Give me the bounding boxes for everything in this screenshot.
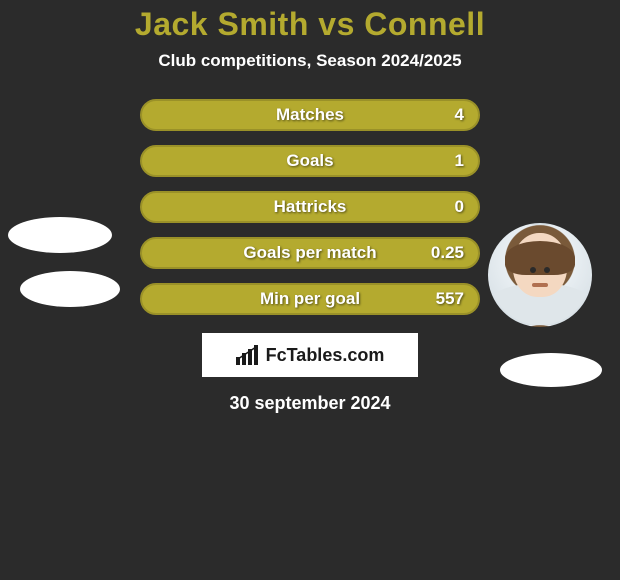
brand-box[interactable]: FcTables.com bbox=[202, 333, 418, 377]
stat-label: Matches bbox=[276, 105, 344, 125]
stats-area: Matches 4 Goals 1 Hattricks 0 Goals per … bbox=[0, 99, 620, 315]
subtitle: Club competitions, Season 2024/2025 bbox=[0, 51, 620, 71]
player-right-ellipse bbox=[500, 353, 602, 387]
player-right-avatar bbox=[488, 223, 592, 327]
stat-label: Min per goal bbox=[260, 289, 360, 309]
stat-row-hattricks: Hattricks 0 bbox=[140, 191, 480, 223]
stat-value-right: 0 bbox=[455, 197, 464, 217]
page-title: Jack Smith vs Connell bbox=[0, 0, 620, 43]
stat-label: Goals bbox=[286, 151, 333, 171]
player-left-ellipse-1 bbox=[8, 217, 112, 253]
content-root: Jack Smith vs Connell Club competitions,… bbox=[0, 0, 620, 580]
stat-value-right: 4 bbox=[455, 105, 464, 125]
stat-value-right: 557 bbox=[436, 289, 464, 309]
stat-row-mpg: Min per goal 557 bbox=[140, 283, 480, 315]
date-text: 30 september 2024 bbox=[0, 393, 620, 414]
stat-value-right: 1 bbox=[455, 151, 464, 171]
stat-row-gpm: Goals per match 0.25 bbox=[140, 237, 480, 269]
stat-value-right: 0.25 bbox=[431, 243, 464, 263]
stat-label: Hattricks bbox=[274, 197, 347, 217]
player-left-ellipse-2 bbox=[20, 271, 120, 307]
brand-text: FcTables.com bbox=[266, 345, 385, 366]
brand-bars-icon bbox=[236, 345, 260, 365]
stat-row-goals: Goals 1 bbox=[140, 145, 480, 177]
stat-label: Goals per match bbox=[243, 243, 376, 263]
stat-row-matches: Matches 4 bbox=[140, 99, 480, 131]
